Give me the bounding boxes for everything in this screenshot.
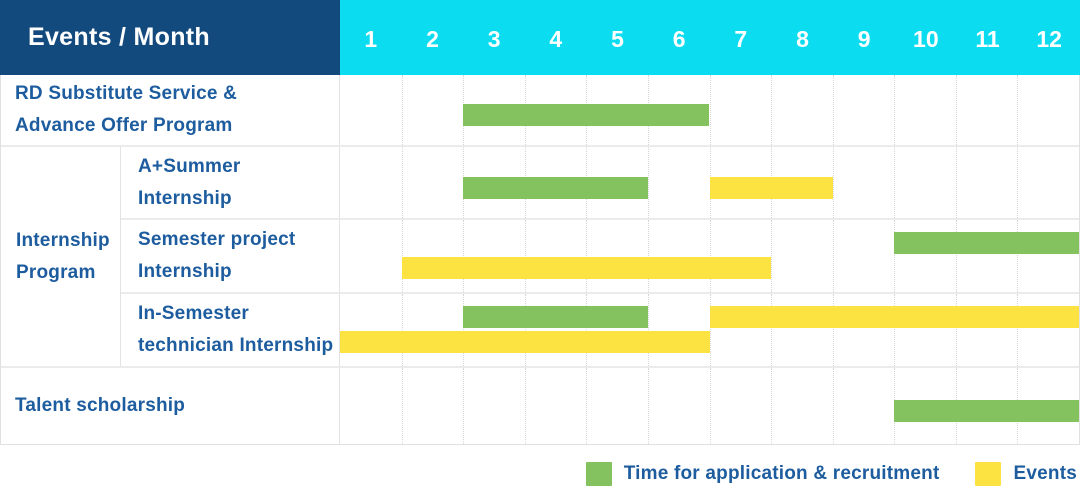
month-gridline: [524, 220, 526, 292]
month-gridline: [463, 294, 465, 366]
row-label: Semester project Internship: [121, 220, 340, 292]
month-gridline: [647, 368, 649, 444]
row-label: RD Substitute Service & Advance Offer Pr…: [1, 75, 340, 145]
month-gridline: [709, 368, 711, 444]
month-gridline: [401, 368, 403, 444]
legend-item-recruitment: Time for application & recruitment: [585, 462, 940, 486]
month-gridline: [709, 75, 711, 145]
legend-item-events: Events: [975, 462, 1077, 486]
month-gridline: [894, 294, 896, 366]
month-gridline: [586, 368, 588, 444]
gantt-bar-event-m7-m8: [709, 176, 833, 199]
header-row: Events / Month 1 2 3 4 5 6 7 8 9 10 11 12: [0, 0, 1080, 75]
month-gridline: [401, 220, 403, 292]
month-header-3: 3: [487, 25, 501, 52]
row-in-semester-technician-internship: In-Semester technician Internship: [121, 294, 1079, 366]
row-talent-scholarship: Talent scholarship: [1, 368, 1079, 444]
legend-label-recruitment: Time for application & recruitment: [623, 463, 940, 484]
month-header-5: 5: [611, 25, 624, 52]
row-chart: [340, 75, 1079, 145]
month-gridline: [709, 220, 711, 292]
month-gridline: [401, 147, 403, 218]
gantt-bar-recruitment-m3-m5: [463, 176, 648, 199]
month-gridline: [771, 220, 773, 292]
month-gridline: [832, 75, 834, 145]
month-gridline: [771, 294, 773, 366]
row-label: Talent scholarship: [1, 368, 340, 444]
month-header-8: 8: [796, 25, 809, 52]
month-gridline: [955, 147, 957, 218]
month-gridline: [832, 220, 834, 292]
month-header-10: 10: [913, 25, 939, 52]
month-gridline: [401, 294, 403, 366]
row-chart: [340, 220, 1079, 292]
month-gridline: [832, 368, 834, 444]
month-gridline: [524, 294, 526, 366]
gantt-bar-recruitment-m10-m12: [894, 232, 1079, 255]
month-gridline: [709, 294, 711, 366]
row-label: In-Semester technician Internship: [121, 294, 340, 366]
gantt-table: Events / Month 1 2 3 4 5 6 7 8 9 10 11 12 RD Substi…: [0, 0, 1080, 445]
month-gridline: [647, 147, 649, 218]
month-gridline: [586, 294, 588, 366]
month-gridline: [832, 294, 834, 366]
month-gridline: [1017, 75, 1019, 145]
month-gridline: [955, 294, 957, 366]
row-rd-substitute-service: RD Substitute Service & Advance Offer Pr…: [1, 75, 1079, 147]
month-gridline: [832, 147, 834, 218]
row-chart: [340, 368, 1079, 444]
row-a-plus-summer-internship: A+Summer Internship: [121, 147, 1079, 220]
row-chart: [340, 294, 1079, 366]
month-gridline: [955, 75, 957, 145]
month-header-11: 11: [975, 25, 1000, 52]
month-gridline: [894, 220, 896, 292]
row-chart: [340, 147, 1079, 218]
month-gridline: [894, 75, 896, 145]
row-label: A+Summer Internship: [121, 147, 340, 218]
gantt-bar-recruitment-m10-m12: [894, 399, 1079, 422]
month-header-9: 9: [857, 25, 871, 52]
month-header-7: 7: [734, 25, 748, 52]
month-header-12: 12: [1036, 25, 1062, 52]
month-header-1: 1: [364, 25, 378, 52]
internship-program-rows: A+Summer Internship Semester project Int…: [121, 147, 1079, 366]
month-header-6: 6: [672, 25, 686, 52]
gantt-bar-event-m2-m7: [401, 256, 772, 279]
month-header-4: 4: [549, 25, 563, 52]
month-gridline: [771, 75, 773, 145]
month-gridline: [401, 75, 403, 145]
month-gridline: [647, 220, 649, 292]
month-gridline: [463, 368, 465, 444]
month-gridline: [647, 294, 649, 366]
internship-program-section: Internship Program A+Summer Internship S…: [1, 147, 1079, 368]
gantt-bar-event-m7-m12: [709, 306, 1079, 329]
gantt-body: RD Substitute Service & Advance Offer Pr…: [0, 75, 1080, 445]
month-gridline: [463, 220, 465, 292]
legend-label-events: Events: [1013, 463, 1077, 484]
month-gridline: [955, 220, 957, 292]
month-gridline: [524, 368, 526, 444]
month-gridline: [771, 368, 773, 444]
month-gridline: [894, 147, 896, 218]
month-header-2: 2: [426, 25, 439, 52]
month-gridline: [1017, 147, 1019, 218]
legend-swatch-recruitment-icon: [585, 462, 612, 486]
group-label-internship-program: Internship Program: [1, 147, 121, 366]
legend-swatch-events-icon: [975, 462, 1002, 486]
gantt-bar-event-m1-m6: [340, 330, 710, 353]
row-semester-project-internship: Semester project Internship: [121, 220, 1079, 294]
gantt-bar-recruitment-m3-m6: [463, 104, 710, 127]
month-gridline: [586, 220, 588, 292]
legend: Time for application & recruitment Event…: [0, 462, 1080, 486]
month-header-row: 1 2 3 4 5 6 7 8 9 10 11 12: [340, 0, 1080, 75]
month-gridline: [1017, 294, 1019, 366]
month-gridline: [1017, 220, 1019, 292]
gantt-bar-recruitment-m3-m5: [463, 306, 648, 329]
header-title-cell: Events / Month: [0, 0, 340, 75]
